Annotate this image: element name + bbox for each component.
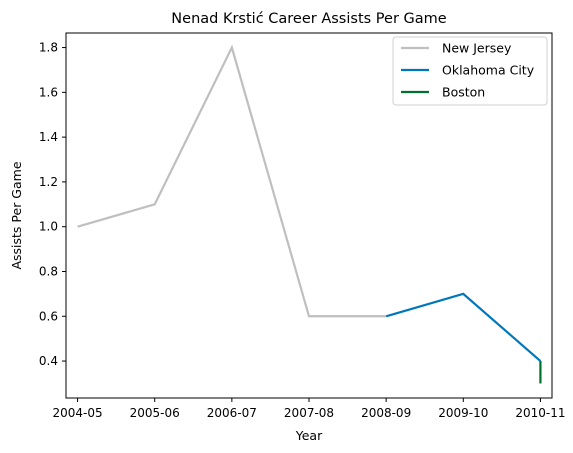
legend-label: New Jersey bbox=[442, 41, 512, 56]
chart-title: Nenad Krstić Career Assists Per Game bbox=[171, 11, 446, 27]
x-tick-label: 2004-05 bbox=[53, 406, 103, 420]
y-tick-label: 1.0 bbox=[39, 220, 58, 234]
y-tick-label: 0.6 bbox=[39, 309, 58, 323]
legend-label: Oklahoma City bbox=[442, 63, 535, 78]
y-tick-label: 1.2 bbox=[39, 175, 58, 189]
x-axis: 2004-05 2005-06 2006-07 2007-08 2008-09 2009-… bbox=[53, 398, 566, 420]
y-tick-label: 0.8 bbox=[39, 264, 58, 278]
x-tick-label: 2010-11 bbox=[515, 406, 565, 420]
series-oklahoma-city bbox=[386, 294, 540, 361]
x-axis-label: Year bbox=[295, 428, 323, 443]
legend: New Jersey Oklahoma City Boston bbox=[393, 37, 547, 105]
x-tick-label: 2008-09 bbox=[361, 406, 411, 420]
x-tick-label: 2009-10 bbox=[438, 406, 488, 420]
x-tick-label: 2006-07 bbox=[207, 406, 257, 420]
series-line bbox=[386, 294, 540, 361]
y-axis: 0.4 0.6 0.8 1.0 1.2 1.4 1.6 1.8 bbox=[39, 41, 66, 368]
y-tick-label: 0.4 bbox=[39, 354, 58, 368]
x-tick-label: 2007-08 bbox=[284, 406, 334, 420]
legend-label: Boston bbox=[442, 85, 485, 100]
y-tick-label: 1.6 bbox=[39, 85, 58, 99]
y-tick-label: 1.8 bbox=[39, 41, 58, 55]
x-tick-label: 2005-06 bbox=[130, 406, 180, 420]
y-tick-label: 1.4 bbox=[39, 130, 58, 144]
y-axis-label: Assists Per Game bbox=[9, 161, 24, 269]
series-new-jersey bbox=[78, 48, 387, 317]
series-line bbox=[78, 48, 387, 317]
